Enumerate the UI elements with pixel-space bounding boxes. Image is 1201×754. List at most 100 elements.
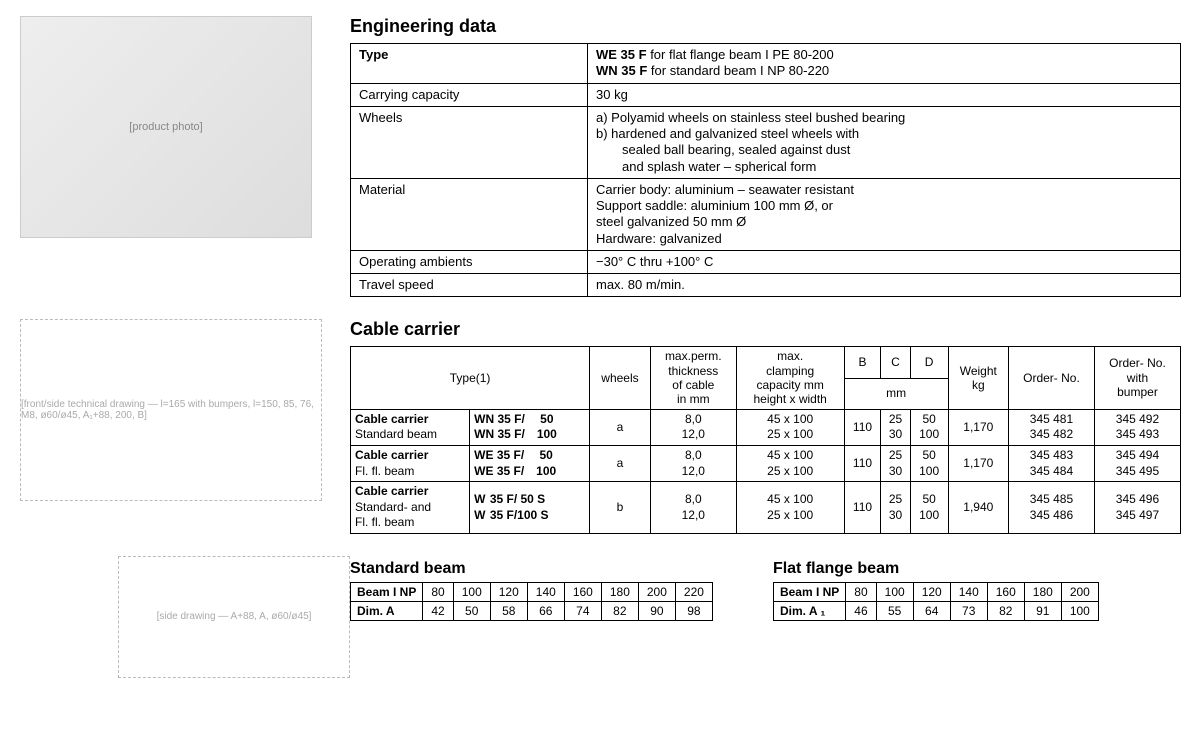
beam-section: [side drawing — A+88, A, ø60/ø45] Standa… [20, 556, 1181, 684]
cc-weight: 1,170 [948, 446, 1008, 482]
cc-hdr-D: D [910, 347, 948, 378]
sb-size: 140 [527, 582, 564, 601]
cc-desc: Cable carrier Fl. fl. beam [351, 446, 470, 482]
sb-dimA: 42 [423, 601, 453, 620]
cc-B: 110 [844, 409, 881, 445]
cc-clamp: 45 x 10025 x 100 [736, 482, 844, 534]
tech-drawing-main: [front/side technical drawing — l=165 wi… [20, 319, 322, 501]
cc-desc1: Cable carrier [355, 448, 428, 462]
cc-model1: W 35 F/ 50 S [474, 492, 545, 506]
cc-wheels: b [590, 482, 651, 534]
sb-size: 220 [675, 582, 712, 601]
sb-dimA: 74 [564, 601, 601, 620]
cc-order-bumper: 345 494345 495 [1094, 446, 1180, 482]
eng-row-value: max. 80 m/min. [588, 274, 1181, 297]
cc-order-bumper: 345 496345 497 [1094, 482, 1180, 534]
eng-type-1b: for flat flange beam I PE 80-200 [647, 47, 834, 62]
fb-size: 100 [876, 582, 913, 601]
cc-weight: 1,170 [948, 409, 1008, 445]
cc-weight: 1,940 [948, 482, 1008, 534]
diagram2-col: [side drawing — A+88, A, ø60/ø45] [20, 556, 350, 684]
sb-dimA: 66 [527, 601, 564, 620]
cable-carrier-table: Type(1) wheels max.perm. thickness of ca… [350, 346, 1181, 534]
eng-row-label: Travel speed [351, 274, 588, 297]
cc-hdr-clamping: max. clamping capacity mm height x width [736, 347, 844, 410]
cc-desc2: Standard- and [355, 500, 431, 514]
eng-row-value: a) Polyamid wheels on stainless steel bu… [588, 106, 1181, 178]
sb-dimA: 90 [638, 601, 675, 620]
fb-dimA: 46 [846, 601, 876, 620]
sb-size: 100 [453, 582, 490, 601]
cable-carrier-col: Cable carrier Type(1) wheels max.perm. t… [350, 319, 1181, 534]
eng-type-2a: WN 35 F [596, 63, 647, 78]
engineering-heading: Engineering data [350, 16, 1181, 37]
cable-carrier-section: [front/side technical drawing — l=165 wi… [20, 319, 1181, 534]
beam-tables: Standard beam Beam I NP 80 100 120 140 1… [350, 560, 1181, 684]
engineering-data-col: Engineering data Type WE 35 F for flat f… [350, 16, 1181, 297]
cc-hdr-order: Order- No. [1009, 347, 1095, 410]
cc-wheels: a [590, 409, 651, 445]
fb-dimA: 73 [950, 601, 987, 620]
eng-type-2b: for standard beam I NP 80-220 [647, 63, 829, 78]
cc-desc1: Cable carrier [355, 412, 428, 426]
cc-model1: WE 35 F/ 50 [474, 448, 553, 462]
standard-beam-heading: Standard beam [350, 560, 713, 578]
cc-wheels: a [590, 446, 651, 482]
top-section: [product photo] Engineering data Type WE… [20, 16, 1181, 297]
cc-hdr-type: Type(1) [351, 347, 590, 410]
fb-dimA: 91 [1024, 601, 1061, 620]
fb-size: 140 [950, 582, 987, 601]
eng-type-1a: WE 35 F [596, 47, 647, 62]
cc-model2: W 35 F/100 S [474, 508, 548, 522]
cc-C: 2530 [881, 482, 910, 534]
fb-size: 160 [987, 582, 1024, 601]
cc-model: W 35 F/ 50 S W 35 F/100 S [470, 482, 590, 534]
eng-row-value: Carrier body: aluminium – seawater resis… [588, 178, 1181, 250]
standard-beam-block: Standard beam Beam I NP 80 100 120 140 1… [350, 560, 713, 684]
cc-D: 50100 [910, 446, 948, 482]
fb-dimA: 55 [876, 601, 913, 620]
cc-hdr-thickness: max.perm. thickness of cable in mm [650, 347, 736, 410]
diagram-col: [front/side technical drawing — l=165 wi… [20, 319, 350, 534]
cc-hdr-order-bumper: Order- No. with bumper [1094, 347, 1180, 410]
fb-size: 120 [913, 582, 950, 601]
cc-order: 345 481345 482 [1009, 409, 1095, 445]
engineering-table: Type WE 35 F for flat flange beam I PE 8… [350, 43, 1181, 297]
eng-row-label: Carrying capacity [351, 83, 588, 106]
cc-model: WE 35 F/ 50 WE 35 F/ 100 [470, 446, 590, 482]
cc-B: 110 [844, 446, 881, 482]
eng-row-label: Material [351, 178, 588, 250]
cc-model1: WN 35 F/ 50 [474, 412, 553, 426]
flat-flange-beam-heading: Flat flange beam [773, 560, 1099, 578]
eng-row-label: Wheels [351, 106, 588, 178]
cc-D: 50100 [910, 482, 948, 534]
eng-row-label: Operating ambients [351, 250, 588, 273]
cc-desc2: Fl. fl. beam [355, 464, 414, 478]
cc-hdr-C: C [881, 347, 910, 378]
cc-C: 2530 [881, 409, 910, 445]
cc-model2: WN 35 F/ 100 [474, 427, 557, 441]
fb-size: 200 [1061, 582, 1098, 601]
fb-header: Beam I NP [773, 582, 845, 601]
flat-flange-beam-table: Beam I NP 80 100 120 140 160 180 200 Dim… [773, 582, 1099, 621]
sb-size: 160 [564, 582, 601, 601]
flat-flange-beam-block: Flat flange beam Beam I NP 80 100 120 14… [773, 560, 1099, 684]
fb-size: 180 [1024, 582, 1061, 601]
cc-desc3: Fl. fl. beam [355, 515, 414, 529]
sb-dimA: 98 [675, 601, 712, 620]
cc-clamp: 45 x 10025 x 100 [736, 446, 844, 482]
cc-hdr-B: B [844, 347, 881, 378]
sb-dimA: 50 [453, 601, 490, 620]
sb-size: 80 [423, 582, 453, 601]
fb-dimA: 82 [987, 601, 1024, 620]
cc-thk: 8,012,0 [650, 446, 736, 482]
cc-model2: WE 35 F/ 100 [474, 464, 556, 478]
fb-size: 80 [846, 582, 876, 601]
cc-hdr-wheels: wheels [590, 347, 651, 410]
cc-desc1: Cable carrier [355, 484, 428, 498]
eng-row-value: −30° C thru +100° C [588, 250, 1181, 273]
fb-dimA: 64 [913, 601, 950, 620]
cc-order: 345 483345 484 [1009, 446, 1095, 482]
sb-size: 120 [490, 582, 527, 601]
cc-thk: 8,012,0 [650, 409, 736, 445]
